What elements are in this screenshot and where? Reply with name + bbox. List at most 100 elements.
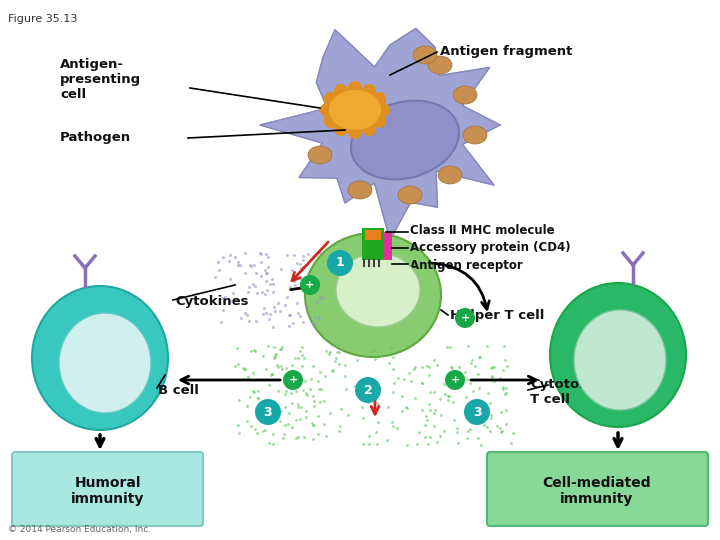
Point: [429, 406, 441, 414]
Point: [386, 417, 397, 426]
Point: [261, 286, 273, 294]
Point: [424, 406, 436, 415]
Ellipse shape: [438, 166, 462, 184]
Point: [264, 314, 275, 323]
Point: [487, 363, 498, 372]
Point: [436, 411, 447, 420]
Point: [420, 411, 432, 420]
Point: [420, 421, 431, 429]
Point: [366, 347, 378, 355]
Point: [297, 252, 309, 260]
Point: [264, 310, 276, 319]
Point: [340, 384, 351, 393]
Point: [275, 362, 287, 370]
Circle shape: [300, 275, 320, 295]
Point: [275, 345, 287, 353]
Point: [253, 387, 264, 396]
Point: [286, 389, 297, 397]
Point: [257, 351, 269, 360]
Point: [248, 368, 259, 377]
Point: [500, 390, 511, 399]
Point: [291, 416, 302, 424]
Point: [308, 397, 320, 406]
Point: [286, 266, 297, 275]
Point: [441, 343, 453, 352]
Ellipse shape: [574, 310, 666, 410]
Point: [330, 353, 341, 362]
Point: [291, 299, 302, 307]
Point: [433, 431, 445, 440]
Point: [327, 366, 338, 375]
Point: [401, 404, 413, 413]
Point: [495, 374, 506, 382]
Point: [499, 356, 510, 364]
Point: [389, 379, 400, 387]
Point: [260, 276, 271, 285]
Point: [310, 313, 321, 321]
Point: [294, 312, 305, 321]
Point: [403, 368, 415, 377]
Text: 1: 1: [336, 256, 344, 269]
Point: [320, 346, 331, 355]
Point: [235, 261, 246, 269]
Point: [424, 388, 436, 396]
Point: [260, 250, 271, 259]
Point: [413, 428, 425, 436]
Point: [497, 427, 508, 436]
Ellipse shape: [348, 181, 372, 199]
Text: 3: 3: [473, 406, 481, 419]
Point: [264, 407, 276, 415]
Point: [339, 372, 351, 381]
Circle shape: [445, 370, 465, 390]
Point: [279, 403, 291, 411]
Point: [320, 371, 331, 380]
Point: [339, 361, 351, 369]
Point: [485, 414, 497, 422]
Point: [259, 265, 271, 274]
Point: [250, 347, 261, 355]
Bar: [365, 230, 381, 240]
Point: [423, 400, 435, 408]
Point: [421, 416, 433, 424]
Point: [257, 409, 269, 417]
Point: [282, 251, 293, 259]
Text: Class Ⅱ MHC molecule: Class Ⅱ MHC molecule: [410, 224, 554, 237]
Point: [228, 288, 239, 297]
Point: [275, 265, 287, 273]
Point: [472, 434, 484, 443]
Point: [224, 257, 235, 266]
Point: [248, 388, 260, 396]
Point: [495, 427, 506, 436]
Point: [466, 413, 477, 421]
Point: [331, 348, 343, 356]
Point: [325, 348, 336, 356]
Point: [410, 362, 421, 371]
Point: [255, 397, 266, 406]
Text: +: +: [451, 375, 459, 385]
Point: [259, 289, 271, 298]
Point: [295, 402, 307, 411]
Point: [283, 420, 294, 428]
Point: [498, 366, 509, 375]
Point: [488, 362, 500, 371]
Circle shape: [334, 84, 348, 98]
Text: Antigen receptor: Antigen receptor: [410, 260, 523, 273]
Point: [298, 354, 310, 362]
Point: [464, 424, 476, 433]
Point: [307, 318, 318, 326]
Point: [487, 373, 498, 382]
Point: [300, 388, 312, 397]
Point: [292, 376, 304, 385]
Point: [475, 441, 487, 449]
Point: [438, 427, 450, 435]
Point: [416, 379, 428, 387]
Point: [451, 428, 463, 436]
Point: [297, 318, 308, 327]
Point: [502, 362, 513, 370]
Point: [439, 390, 451, 399]
Text: Cytotoxic
T cell: Cytotoxic T cell: [530, 378, 600, 406]
Point: [307, 392, 319, 400]
Point: [462, 342, 474, 351]
Point: [264, 280, 276, 288]
Point: [366, 380, 378, 389]
